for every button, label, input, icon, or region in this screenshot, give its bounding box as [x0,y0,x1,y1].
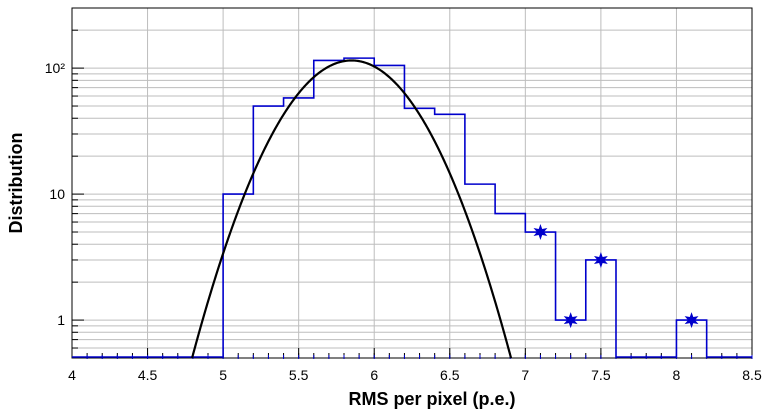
series [72,57,753,359]
histogram-series [72,57,752,358]
plot-frame [71,7,753,359]
x-tick-label: 6.5 [440,367,460,383]
x-axis-title: RMS per pixel (p.e.) [348,389,515,409]
y-tick-labels: 1 10 10² [45,60,66,328]
y-tick-label: 1 [57,312,65,328]
x-tick-labels: 4 4.5 5 5.5 6 6.5 7 7.5 8 8.5 [68,367,762,383]
x-tick-label: 8.5 [742,367,762,383]
star-marker [563,312,578,329]
x-tick-label: 4 [68,367,76,383]
star-marker [533,224,548,241]
x-tick-label: 8 [673,367,681,383]
y-axis-title: Distribution [6,133,26,234]
x-tick-label: 7 [521,367,529,383]
x-tick-label: 5.5 [289,367,309,383]
y-tick-label: 10 [49,186,65,202]
gaussian-fit-curve [191,59,513,359]
x-tick-label: 6 [370,367,378,383]
star-marker [593,251,608,268]
x-tick-label: 4.5 [138,367,158,383]
y-tick-label: 10² [45,60,66,76]
grid [72,8,752,358]
x-tick-label: 7.5 [591,367,611,383]
x-tick-label: 5 [219,367,227,383]
star-marker [684,312,699,329]
